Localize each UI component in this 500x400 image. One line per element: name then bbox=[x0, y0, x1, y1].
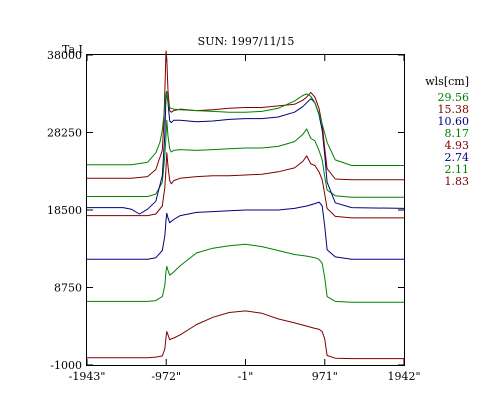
series-lines bbox=[87, 50, 405, 360]
legend-entry-4.93: 4.93 bbox=[445, 139, 470, 152]
x-tick-label: -972" bbox=[151, 370, 181, 383]
y-tick-label: 8750 bbox=[54, 282, 82, 295]
y-tick-label: 28250 bbox=[47, 127, 82, 140]
legend-entry-1.83: 1.83 bbox=[445, 175, 470, 188]
x-tick-label: -1" bbox=[238, 370, 254, 383]
x-tick-label: -1943" bbox=[69, 370, 106, 383]
series-line-15.38 bbox=[87, 50, 404, 181]
series-line-8.17 bbox=[87, 119, 404, 198]
chart-title: SUN: 1997/11/15 bbox=[198, 35, 295, 48]
y-axis-label: Ta,I bbox=[62, 43, 83, 56]
x-tick-label: 1942" bbox=[387, 370, 420, 383]
x-tick-label: 971" bbox=[312, 370, 338, 383]
y-tick-label: 38000 bbox=[47, 49, 82, 62]
legend-title: wls[cm] bbox=[425, 75, 469, 88]
legend-entry-8.17: 8.17 bbox=[445, 127, 470, 140]
series-line-2.74 bbox=[87, 201, 404, 260]
legend-entry-15.38: 15.38 bbox=[438, 103, 470, 116]
y-tick-label: 18500 bbox=[47, 204, 82, 217]
plot-frame bbox=[86, 54, 405, 366]
series-line-4.93 bbox=[87, 152, 404, 219]
series-line-2.11 bbox=[87, 243, 404, 303]
y-tick-label: -1000 bbox=[50, 359, 82, 372]
series-line-10.60 bbox=[87, 91, 405, 215]
axis-ticks: 38000 28250 18500 8750 -1000-1943" -972" -1" 97… bbox=[47, 49, 421, 383]
legend-entry-2.74: 2.74 bbox=[445, 151, 470, 164]
legend-entry-2.11: 2.11 bbox=[445, 163, 470, 176]
legend-entry-29.56: 29.56 bbox=[438, 91, 470, 104]
legend-entry-10.60: 10.60 bbox=[438, 115, 470, 128]
series-line-29.56 bbox=[87, 91, 404, 166]
series-line-1.83 bbox=[87, 310, 404, 360]
